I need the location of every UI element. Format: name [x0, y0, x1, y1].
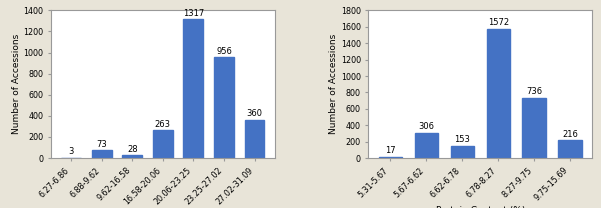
Text: 1317: 1317 — [183, 9, 204, 17]
Text: 28: 28 — [127, 145, 138, 154]
X-axis label: Protein Content (%): Protein Content (%) — [436, 206, 525, 208]
Text: 736: 736 — [526, 87, 542, 96]
Bar — [183, 19, 203, 158]
Text: 360: 360 — [246, 109, 263, 119]
Text: 216: 216 — [562, 130, 578, 139]
Bar — [214, 57, 234, 158]
Text: 17: 17 — [385, 146, 395, 155]
Text: 306: 306 — [418, 122, 435, 131]
Bar — [487, 29, 510, 158]
Text: 263: 263 — [155, 120, 171, 129]
Bar — [379, 157, 402, 158]
Bar — [415, 133, 438, 158]
Text: 956: 956 — [216, 47, 232, 56]
Text: 153: 153 — [454, 135, 470, 144]
Bar — [558, 140, 582, 158]
Bar — [522, 98, 546, 158]
Text: 1572: 1572 — [487, 19, 509, 27]
Y-axis label: Number of Accessions: Number of Accessions — [329, 34, 338, 134]
Bar — [123, 155, 142, 158]
Bar — [451, 146, 474, 158]
Bar — [153, 130, 172, 158]
Bar — [245, 120, 264, 158]
Y-axis label: Number of Accessions: Number of Accessions — [11, 34, 20, 134]
Text: 3: 3 — [69, 147, 74, 156]
Text: 73: 73 — [96, 140, 107, 149]
Bar — [92, 150, 112, 158]
